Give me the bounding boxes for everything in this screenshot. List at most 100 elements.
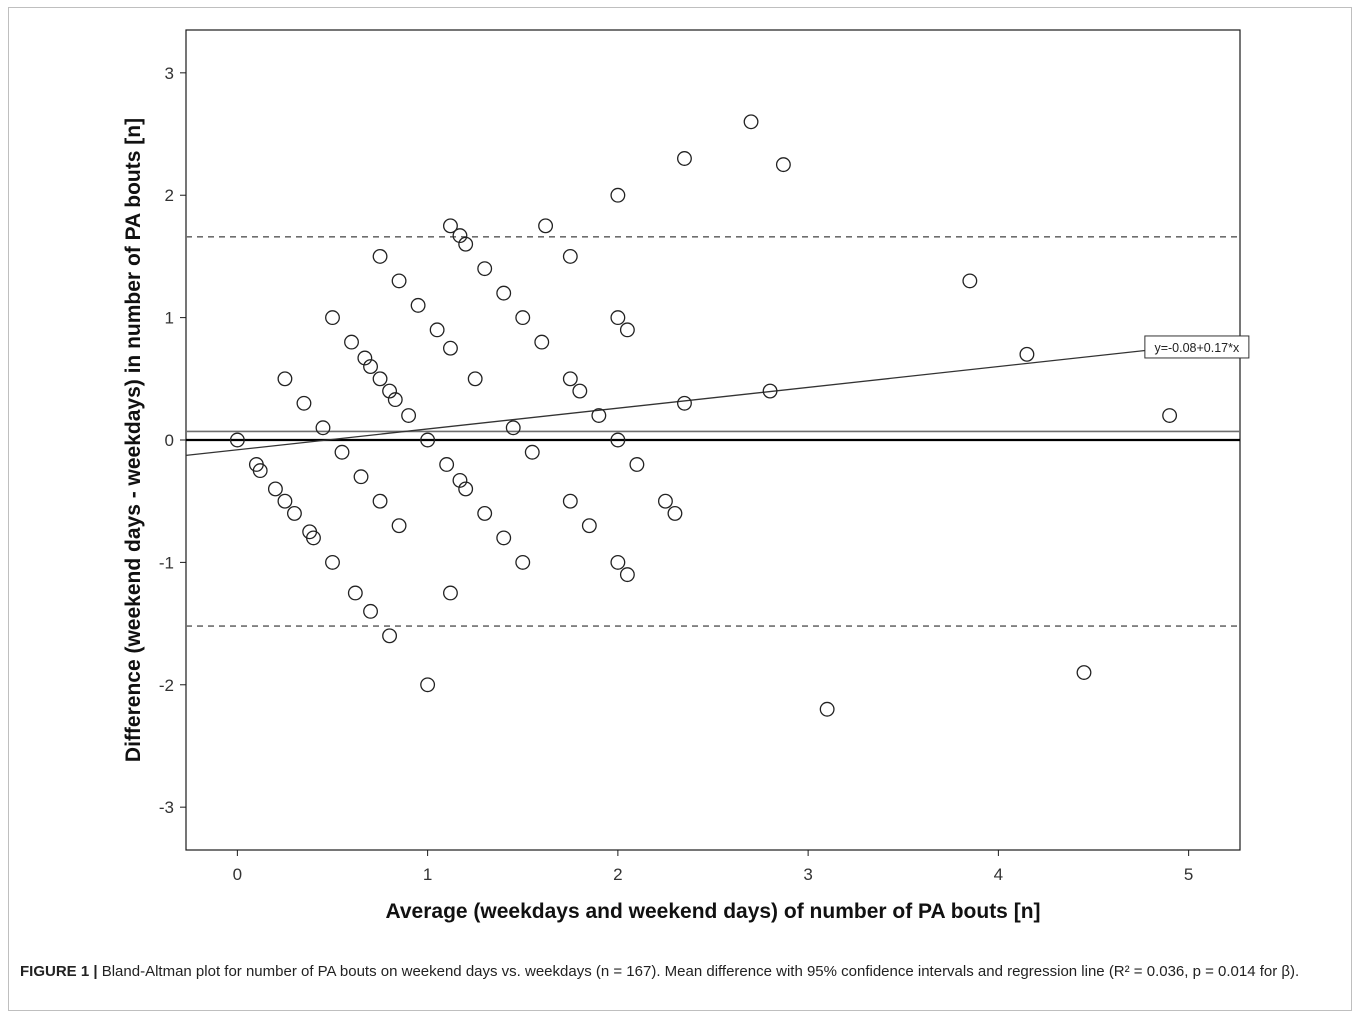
data-point bbox=[277, 371, 293, 387]
data-point bbox=[443, 585, 458, 601]
data-point bbox=[306, 530, 321, 546]
data-point bbox=[762, 383, 778, 399]
bland-altman-plot: 0 1 2 3 4 5 -3 -2 -1 0 1 2 3 y=-0.08+0.17*x Average … bbox=[122, 29, 1250, 923]
data-point bbox=[429, 322, 445, 338]
data-point bbox=[677, 395, 692, 411]
data-point bbox=[610, 432, 626, 448]
data-point bbox=[962, 273, 978, 289]
data-point bbox=[372, 493, 388, 509]
data-point bbox=[372, 248, 388, 264]
data-point bbox=[562, 371, 578, 387]
regression-line bbox=[185, 341, 1218, 457]
data-point bbox=[775, 157, 791, 173]
data-point bbox=[610, 554, 626, 570]
data-point bbox=[387, 392, 403, 408]
data-point bbox=[619, 567, 635, 583]
data-point bbox=[524, 444, 540, 460]
data-point bbox=[496, 530, 512, 546]
data-point bbox=[252, 463, 268, 479]
data-point bbox=[325, 554, 340, 570]
data-points bbox=[229, 114, 1178, 717]
y-tick-label: -2 bbox=[159, 676, 174, 695]
caption-label: FIGURE 1 | bbox=[20, 963, 98, 980]
data-point bbox=[347, 585, 363, 601]
data-point bbox=[325, 310, 340, 326]
data-point bbox=[452, 472, 468, 488]
data-point bbox=[1076, 665, 1092, 680]
data-point bbox=[505, 420, 521, 436]
data-point bbox=[334, 444, 350, 460]
data-point bbox=[610, 310, 626, 326]
data-point bbox=[353, 469, 369, 485]
data-point bbox=[819, 701, 835, 717]
data-point bbox=[496, 285, 512, 301]
data-point bbox=[477, 505, 493, 521]
data-point bbox=[515, 554, 531, 570]
data-point bbox=[452, 228, 468, 244]
data-point bbox=[372, 371, 388, 387]
y-axis-label: Difference (weekend days - weekdays) in … bbox=[122, 118, 145, 762]
data-point bbox=[581, 518, 597, 534]
data-point bbox=[391, 273, 407, 289]
x-tick-label: 5 bbox=[1184, 865, 1193, 884]
y-tick-label: -1 bbox=[159, 553, 174, 572]
data-point bbox=[562, 493, 578, 509]
data-point bbox=[420, 432, 436, 448]
caption-text: Bland-Altman plot for number of PA bouts… bbox=[101, 963, 1300, 980]
data-point bbox=[538, 218, 554, 234]
data-point bbox=[610, 187, 626, 203]
data-point bbox=[562, 248, 578, 264]
x-tick-label: 3 bbox=[803, 865, 812, 884]
data-point bbox=[344, 334, 359, 350]
x-tick-label: 0 bbox=[233, 865, 242, 884]
data-point bbox=[286, 505, 302, 521]
data-point bbox=[1162, 408, 1178, 423]
reference-lines: y=-0.08+0.17*x bbox=[185, 236, 1250, 627]
data-point bbox=[439, 457, 455, 472]
data-point bbox=[382, 628, 398, 644]
data-point bbox=[667, 505, 683, 521]
y-tick-label: 0 bbox=[165, 431, 174, 450]
data-point bbox=[382, 383, 398, 399]
data-point bbox=[743, 114, 759, 130]
data-point bbox=[315, 420, 331, 436]
data-point bbox=[443, 218, 458, 234]
data-point bbox=[477, 261, 493, 277]
y-tick-label: 1 bbox=[165, 309, 174, 328]
data-point bbox=[401, 408, 417, 423]
data-point bbox=[458, 481, 474, 497]
data-point bbox=[277, 493, 293, 509]
x-tick-label: 1 bbox=[423, 865, 432, 884]
x-tick-label: 4 bbox=[994, 865, 1003, 884]
data-point bbox=[619, 322, 635, 338]
data-point bbox=[420, 677, 436, 693]
data-point bbox=[410, 297, 426, 313]
data-point bbox=[296, 395, 312, 411]
regression-label: y=-0.08+0.17*x bbox=[1154, 341, 1240, 355]
data-point bbox=[391, 518, 407, 534]
y-tick-label: 2 bbox=[165, 186, 174, 205]
figure-caption: FIGURE 1 | Bland-Altman plot for number … bbox=[20, 960, 1340, 983]
data-point bbox=[467, 371, 483, 387]
y-tick-label: -3 bbox=[159, 798, 174, 817]
data-point bbox=[229, 432, 245, 448]
data-point bbox=[443, 340, 458, 356]
data-point bbox=[629, 457, 645, 472]
data-point bbox=[1019, 346, 1035, 362]
x-tick-label: 2 bbox=[613, 865, 622, 884]
data-point bbox=[458, 236, 474, 252]
data-point bbox=[677, 151, 692, 166]
data-point bbox=[363, 359, 378, 375]
data-point bbox=[657, 493, 673, 509]
y-tick-label: 3 bbox=[165, 64, 174, 83]
data-point bbox=[534, 334, 550, 350]
data-point bbox=[515, 310, 531, 326]
x-axis-label: Average (weekdays and weekend days) of n… bbox=[385, 900, 1040, 923]
data-point bbox=[572, 383, 588, 399]
data-point bbox=[267, 481, 283, 497]
data-point bbox=[591, 408, 607, 423]
plot-axes: 0 1 2 3 4 5 -3 -2 -1 0 1 2 3 bbox=[159, 29, 1241, 884]
regression-label-box bbox=[1144, 335, 1250, 359]
data-point bbox=[357, 350, 373, 366]
data-point bbox=[363, 603, 378, 619]
